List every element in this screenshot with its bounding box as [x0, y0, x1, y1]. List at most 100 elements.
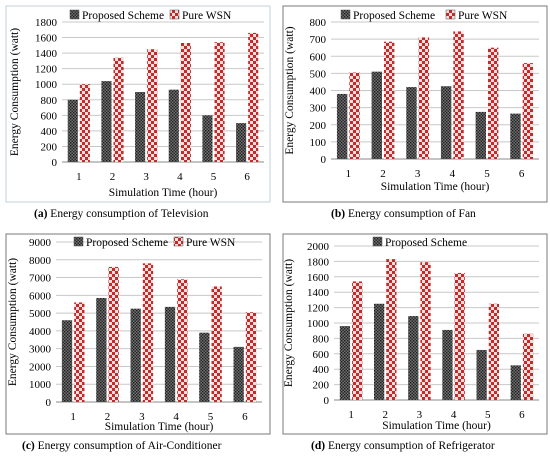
caption-text: Energy consumption of Refrigerator — [327, 440, 495, 452]
bar-proposed-scheme — [96, 298, 107, 402]
x-tick-label: 3 — [415, 168, 421, 180]
x-tick-label: 4 — [451, 409, 457, 421]
x-tick-label: 4 — [177, 171, 183, 183]
y-tick-label: 1600 — [307, 272, 330, 284]
bar-proposed-scheme — [476, 349, 487, 400]
bar-proposed-scheme — [339, 326, 351, 400]
x-tick-label: 2 — [383, 409, 389, 421]
bar-proposed-scheme — [440, 86, 452, 159]
bar-proposed-scheme — [233, 346, 244, 402]
y-tick-label: 1400 — [307, 287, 330, 299]
x-tick-label: 2 — [110, 171, 116, 183]
legend-swatch-proposed-scheme — [73, 236, 84, 247]
legend-label-proposed-scheme: Proposed Scheme — [86, 237, 168, 249]
y-tick-label: 800 — [310, 17, 327, 29]
y-tick-label: 0 — [321, 154, 327, 166]
caption-text: Energy consumption of Air-Conditioner — [37, 440, 222, 452]
y-tick-label: 1200 — [307, 303, 330, 315]
x-tick-label: 2 — [105, 411, 111, 423]
bar-pure-wsn — [488, 47, 499, 159]
bar-pure-wsn — [142, 263, 154, 402]
y-axis-title: Energy Consumption (watt) — [9, 28, 21, 156]
y-tick-label: 9000 — [29, 237, 52, 249]
chart-panel-refrigerator: 0 200 400 600 800 1000 1200 1400 1600 1800 2000 1 2 3… — [281, 232, 549, 458]
legend-swatch-proposed-scheme — [340, 9, 351, 20]
y-tick-label: 0 — [46, 397, 52, 409]
legend-label-pure-wsn: Pure WSN — [458, 10, 508, 22]
y-tick-label: 0 — [52, 157, 58, 169]
y-tick-label: 1400 — [35, 48, 58, 60]
legend-swatch-proposed-scheme — [372, 236, 383, 247]
chart-panel-fan: 0 100 200 300 400 500 600 700 800 1 2 3 4 5 6 Simulatio… — [281, 4, 549, 228]
x-tick-label: 1 — [70, 411, 76, 423]
chart-air-conditioner: 0 1000 2000 3000 4000 5000 6000 7000 8000 9000 1 2 3… — [5, 233, 271, 435]
y-tick-label: 2000 — [29, 361, 52, 373]
y-tick-label: 1800 — [307, 256, 330, 268]
x-tick-label: 4 — [450, 168, 456, 180]
y-tick-label: 200 — [313, 380, 330, 392]
bar-pure-wsn — [113, 57, 124, 162]
bar-pure-wsn — [522, 63, 534, 159]
legend-label-pure-wsn: Pure WSN — [182, 10, 232, 22]
bar-proposed-scheme — [61, 320, 73, 402]
chart-television: 0 200 400 600 800 1000 1200 1400 1600 1800 1 2 3 4 5 6 S… — [5, 5, 271, 203]
y-tick-label: 1200 — [35, 64, 58, 76]
bar-pure-wsn — [214, 42, 225, 162]
legend-swatch-pure-wsn — [445, 9, 456, 20]
caption-text: Energy consumption of Television — [50, 208, 209, 220]
bar-pure-wsn — [384, 41, 395, 159]
bar-pure-wsn — [79, 84, 90, 162]
bar-pure-wsn — [108, 266, 119, 402]
x-axis-title: Simulation Time (hour) — [109, 187, 218, 199]
y-tick-label: 0 — [324, 395, 330, 407]
chart-fan: 0 100 200 300 400 500 600 700 800 1 2 3 4 5 6 Simulatio… — [282, 5, 548, 203]
caption-television: (a) Energy consumption of Television — [34, 208, 208, 220]
x-axis-title: Simulation Time (hour) — [381, 181, 490, 193]
bar-proposed-scheme — [101, 81, 112, 162]
y-tick-label: 100 — [310, 137, 327, 149]
y-tick-label: 400 — [310, 86, 327, 98]
bar-pure-wsn — [180, 43, 191, 162]
x-tick-label: 6 — [242, 411, 248, 423]
legend-label-proposed-scheme: Proposed Scheme — [353, 10, 435, 22]
caption-refrigerator: (d) Energy consumption of Refrigerator — [311, 440, 495, 452]
bar-proposed-scheme — [408, 316, 419, 400]
bar-pure-wsn — [177, 279, 188, 402]
bar-proposed-scheme — [67, 99, 78, 162]
bar-pure-wsn — [418, 37, 430, 159]
caption-letter: (c) — [22, 440, 35, 452]
y-axis-title: Energy Consumption (watt) — [7, 258, 19, 386]
y-tick-label: 2000 — [307, 241, 330, 253]
bar-pure-wsn — [248, 32, 259, 163]
bar-proposed-scheme — [510, 113, 521, 159]
legend-swatch-pure-wsn — [169, 9, 180, 20]
chart-panel-air-conditioner: 0 1000 2000 3000 4000 5000 6000 7000 8000 9000 1 2 3… — [4, 232, 272, 458]
legend-swatch-pure-wsn — [173, 236, 184, 247]
x-tick-label: 5 — [485, 409, 491, 421]
x-tick-label: 1 — [348, 409, 354, 421]
bar-pure-wsn — [211, 286, 222, 402]
y-tick-label: 1800 — [35, 17, 58, 29]
x-tick-label: 5 — [484, 168, 490, 180]
bar-proposed-scheme — [202, 115, 213, 162]
bar-proposed-scheme — [442, 329, 453, 400]
caption-letter: (b) — [331, 208, 346, 220]
bar-proposed-scheme — [130, 308, 141, 402]
caption-air-conditioner: (c) Energy consumption of Air-Conditione… — [22, 440, 222, 452]
x-tick-label: 6 — [519, 168, 525, 180]
bar-pure-wsn — [386, 259, 397, 400]
caption-letter: (a) — [34, 208, 48, 220]
y-tick-label: 200 — [310, 120, 327, 132]
bar-proposed-scheme — [236, 123, 247, 162]
chart-refrigerator: 0 200 400 600 800 1000 1200 1400 1600 1800 2000 1 2 3… — [282, 233, 548, 435]
x-tick-label: 1 — [346, 168, 352, 180]
x-tick-label: 4 — [173, 411, 179, 423]
bar-pure-wsn — [245, 312, 257, 402]
caption-letter: (d) — [311, 440, 326, 452]
bar-pure-wsn — [147, 49, 158, 162]
x-tick-label: 6 — [244, 171, 250, 183]
bar-pure-wsn — [488, 303, 499, 400]
bar-proposed-scheme — [475, 111, 486, 159]
x-tick-label: 5 — [211, 171, 217, 183]
y-tick-label: 1000 — [35, 79, 58, 91]
